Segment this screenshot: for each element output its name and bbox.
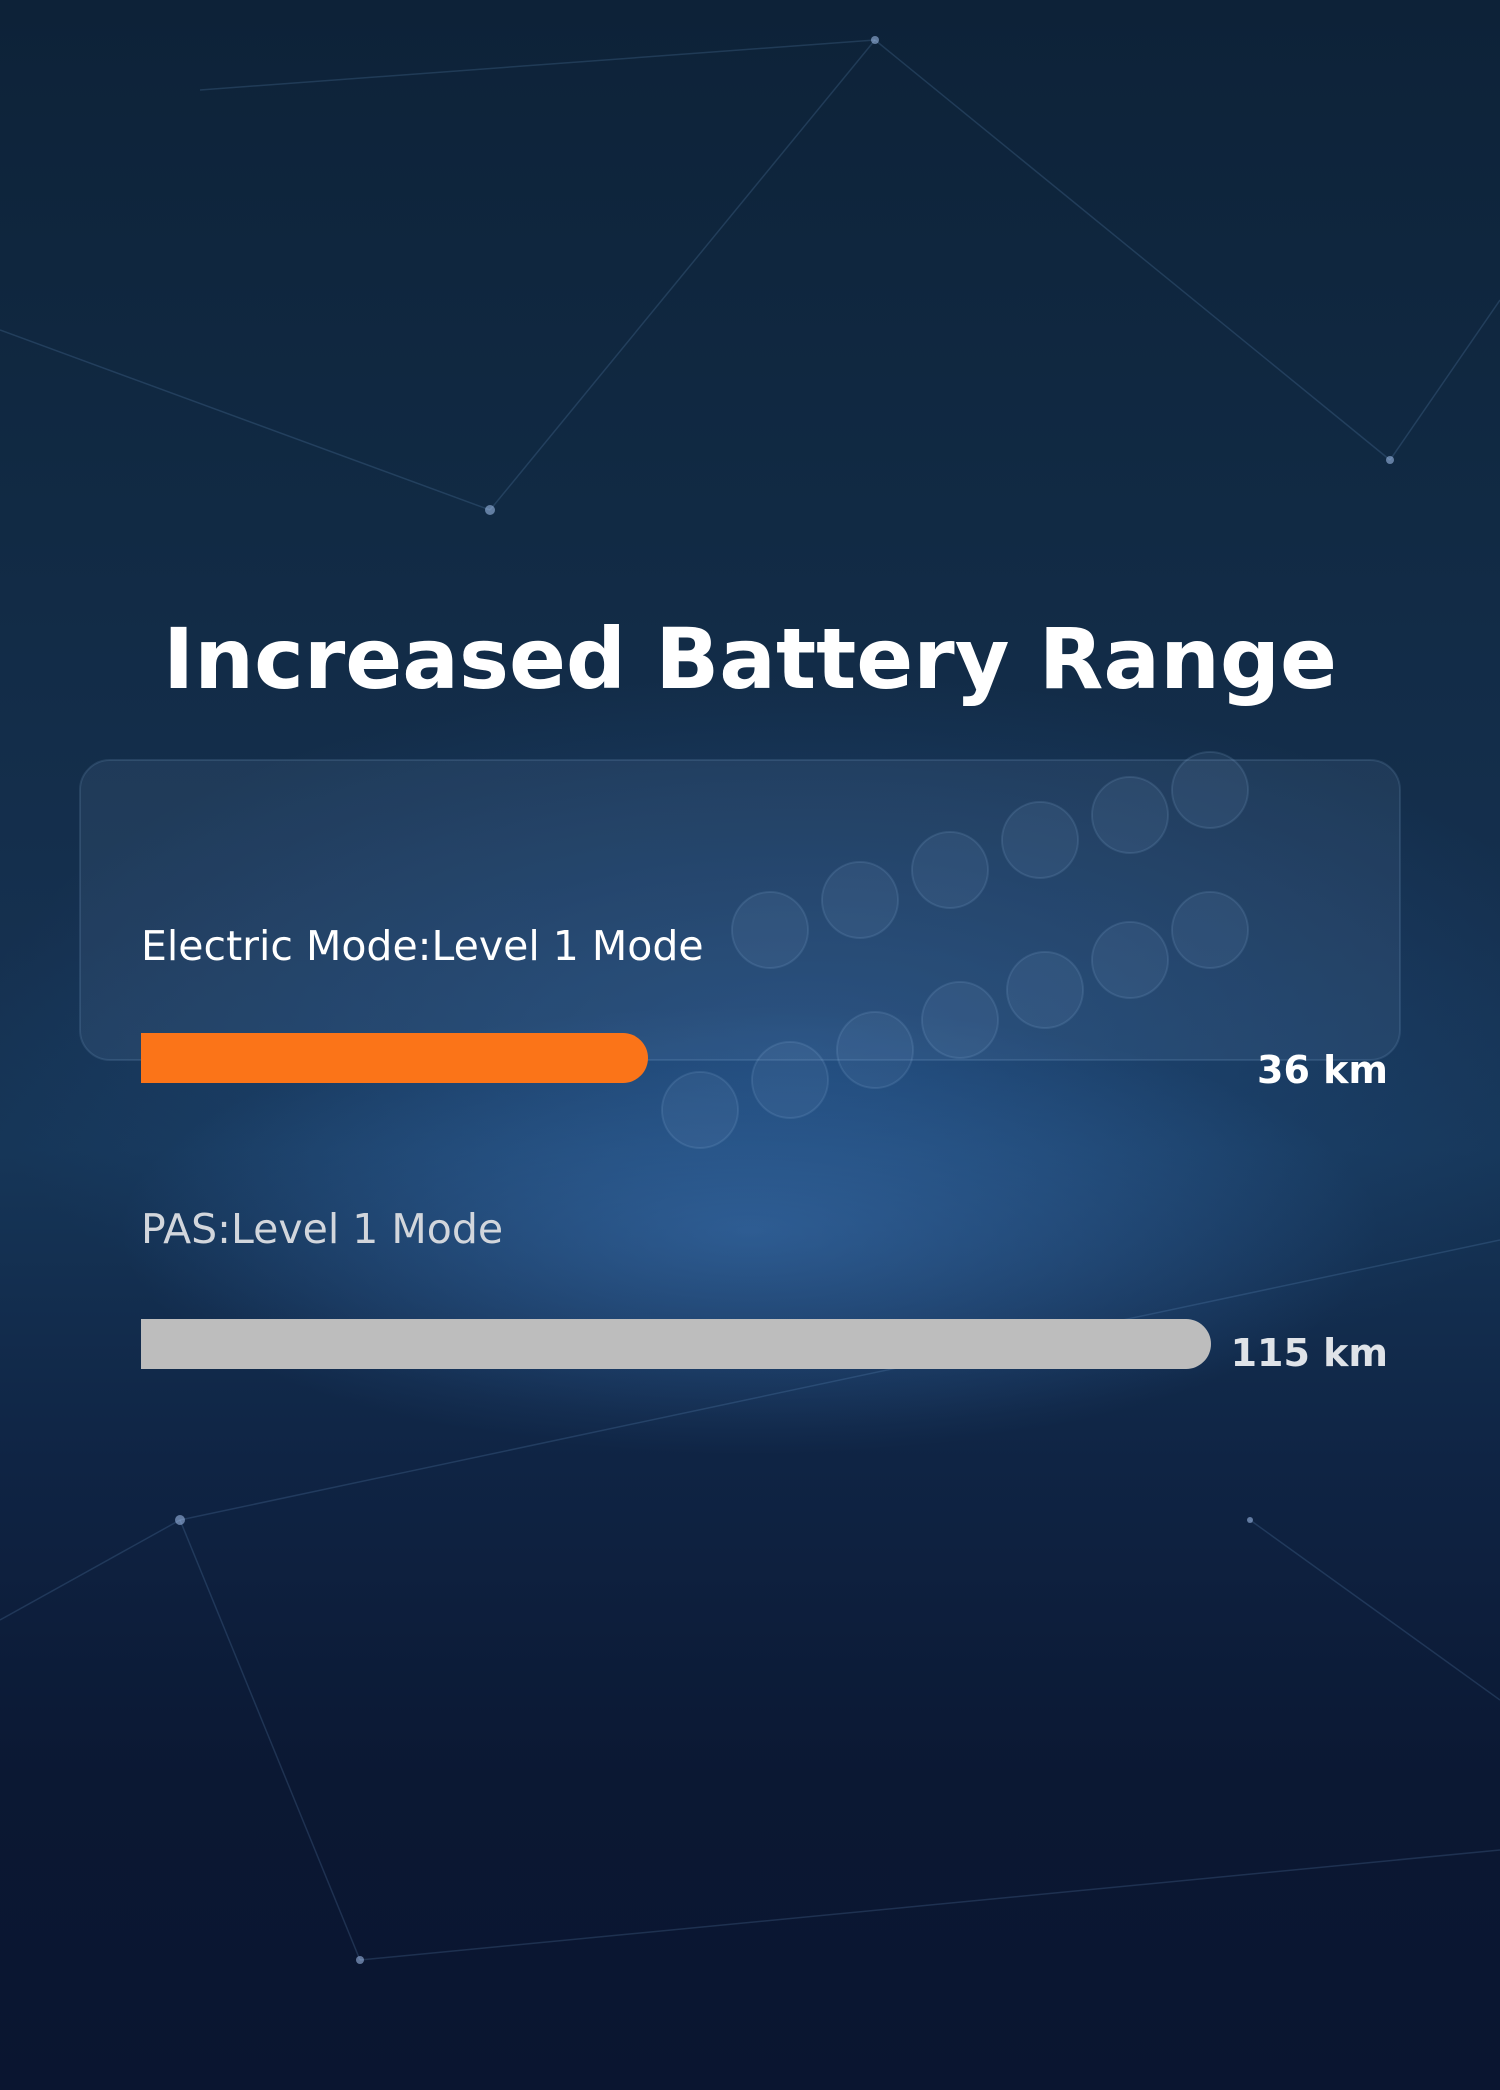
bar-label-electric-mode: Electric Mode:Level 1 Mode <box>141 922 704 970</box>
battery-cells-graphic <box>79 751 1401 1149</box>
page-title: Increased Battery Range <box>163 610 1337 708</box>
bar-electric-mode <box>141 1033 648 1083</box>
value-label-pas-mode: 115 km <box>1230 1331 1388 1375</box>
bar-pas-mode <box>141 1319 1211 1369</box>
bar-label-pas-mode: PAS:Level 1 Mode <box>141 1205 504 1253</box>
value-label-electric-mode: 36 km <box>1257 1048 1388 1092</box>
